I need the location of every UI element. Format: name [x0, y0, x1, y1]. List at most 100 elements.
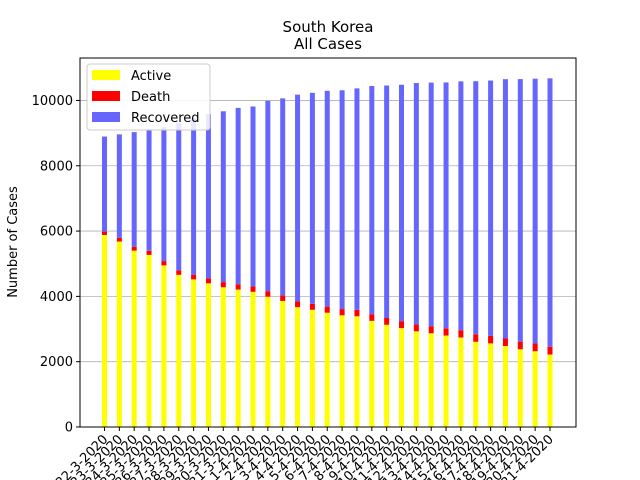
bar-recovered-25-3-2020 — [146, 129, 152, 251]
bar-death-12-4-2020 — [413, 324, 419, 332]
bar-death-10-4-2020 — [384, 317, 390, 325]
bar-death-26-3-2020 — [161, 261, 167, 266]
bar-death-15-4-2020 — [458, 330, 464, 338]
bar-recovered-27-3-2020 — [176, 122, 182, 271]
bar-recovered-19-4-2020 — [517, 79, 523, 342]
bar-recovered-16-4-2020 — [473, 81, 479, 335]
bar-death-14-4-2020 — [443, 328, 449, 336]
y-axis: 0 2000 4000 6000 8000 10000 — [32, 94, 80, 436]
bar-recovered-3-4-2020 — [280, 98, 286, 296]
bar-active-11-4-2020 — [399, 328, 404, 427]
bar-active-19-4-2020 — [517, 349, 523, 427]
bar-recovered-1-4-2020 — [250, 106, 256, 287]
bar-death-2-4-2020 — [265, 291, 271, 297]
bar-recovered-21-4-2020 — [547, 78, 553, 347]
bar-death-5-4-2020 — [309, 303, 315, 310]
bar-active-21-4-2020 — [547, 354, 553, 427]
bar-active-1-4-2020 — [250, 291, 256, 427]
bar-death-24-3-2020 — [131, 246, 137, 251]
legend-swatch-recovered — [92, 112, 120, 122]
bar-active-5-4-2020 — [309, 309, 315, 427]
bar-recovered-2-4-2020 — [265, 100, 271, 292]
bar-recovered-15-4-2020 — [458, 81, 464, 331]
chart-subtitle: All Cases — [294, 35, 362, 53]
bar-recovered-20-4-2020 — [532, 78, 538, 344]
bar-active-24-3-2020 — [131, 250, 137, 427]
bar-recovered-11-4-2020 — [399, 84, 404, 322]
bar-active-22-3-2020 — [102, 234, 107, 427]
chart-title: South Korea — [283, 18, 374, 36]
bar-death-18-4-2020 — [502, 338, 508, 347]
bar-death-30-3-2020 — [220, 282, 226, 288]
bar-death-8-4-2020 — [354, 309, 360, 317]
bar-death-25-3-2020 — [146, 250, 152, 255]
bar-death-31-3-2020 — [235, 284, 241, 290]
bar-death-22-3-2020 — [102, 231, 107, 235]
bar-death-9-4-2020 — [369, 314, 375, 321]
bar-recovered-30-3-2020 — [220, 111, 226, 283]
bar-death-21-4-2020 — [547, 346, 553, 355]
bar-death-3-4-2020 — [280, 295, 286, 301]
bar-recovered-18-4-2020 — [502, 79, 508, 339]
legend-swatch-death — [92, 91, 120, 101]
legend-swatch-active — [92, 70, 120, 80]
y-axis-label: Number of Cases — [6, 186, 21, 298]
bar-death-19-4-2020 — [517, 341, 523, 350]
bar-active-3-4-2020 — [280, 300, 286, 427]
bar-active-25-3-2020 — [146, 254, 152, 427]
bar-death-17-4-2020 — [488, 335, 494, 344]
bar-recovered-6-4-2020 — [324, 90, 330, 307]
bar-recovered-5-4-2020 — [309, 92, 315, 304]
bar-active-4-4-2020 — [295, 307, 301, 427]
bar-recovered-7-4-2020 — [339, 90, 345, 310]
legend-label-active: Active — [131, 69, 171, 84]
y-tick-label: 10000 — [32, 94, 73, 109]
bar-recovered-4-4-2020 — [295, 94, 301, 302]
plot-frame — [79, 57, 577, 428]
bar-recovered-24-3-2020 — [131, 132, 137, 247]
legend-label-recovered: Recovered — [131, 111, 200, 126]
bar-death-28-3-2020 — [191, 274, 197, 280]
bars — [102, 78, 553, 427]
bar-active-7-4-2020 — [339, 315, 345, 427]
bar-active-28-3-2020 — [191, 279, 197, 427]
bar-recovered-22-3-2020 — [102, 136, 107, 232]
y-tick-label: 6000 — [40, 225, 73, 240]
bar-active-23-3-2020 — [116, 241, 122, 427]
y-tick-label: 0 — [65, 421, 73, 436]
bar-active-27-3-2020 — [176, 274, 182, 427]
bar-active-2-4-2020 — [265, 296, 271, 427]
bar-death-27-3-2020 — [176, 270, 182, 275]
bar-active-18-4-2020 — [502, 346, 508, 427]
y-tick-label: 8000 — [40, 159, 73, 174]
y-tick-label: 2000 — [40, 355, 73, 370]
legend-label-death: Death — [131, 90, 170, 105]
bar-active-13-4-2020 — [428, 333, 434, 427]
bar-death-13-4-2020 — [428, 326, 434, 334]
bar-active-16-4-2020 — [473, 341, 479, 427]
bar-recovered-17-4-2020 — [488, 80, 494, 336]
bar-death-7-4-2020 — [339, 309, 345, 316]
bar-recovered-28-3-2020 — [191, 117, 197, 275]
bar-active-30-3-2020 — [220, 287, 226, 427]
bar-active-20-4-2020 — [532, 351, 538, 427]
bar-recovered-14-4-2020 — [443, 82, 449, 329]
bar-recovered-29-3-2020 — [205, 114, 211, 279]
bar-active-6-4-2020 — [324, 312, 330, 427]
bar-active-12-4-2020 — [413, 331, 419, 427]
bar-recovered-13-4-2020 — [428, 82, 434, 327]
bar-death-1-4-2020 — [250, 286, 256, 292]
bar-active-14-4-2020 — [443, 335, 449, 427]
bar-active-31-3-2020 — [235, 289, 241, 427]
bar-recovered-8-4-2020 — [354, 88, 360, 310]
bar-recovered-9-4-2020 — [369, 85, 375, 315]
y-tick-label: 4000 — [40, 290, 73, 305]
x-axis: 22-3-202023-3-202024-3-202025-3-202026-3… — [53, 427, 557, 480]
bar-recovered-31-3-2020 — [235, 107, 241, 285]
bar-recovered-12-4-2020 — [413, 83, 419, 325]
bar-death-6-4-2020 — [324, 306, 330, 313]
bar-active-15-4-2020 — [458, 337, 464, 427]
bar-death-4-4-2020 — [295, 301, 301, 308]
legend: Active Death Recovered — [86, 63, 211, 131]
